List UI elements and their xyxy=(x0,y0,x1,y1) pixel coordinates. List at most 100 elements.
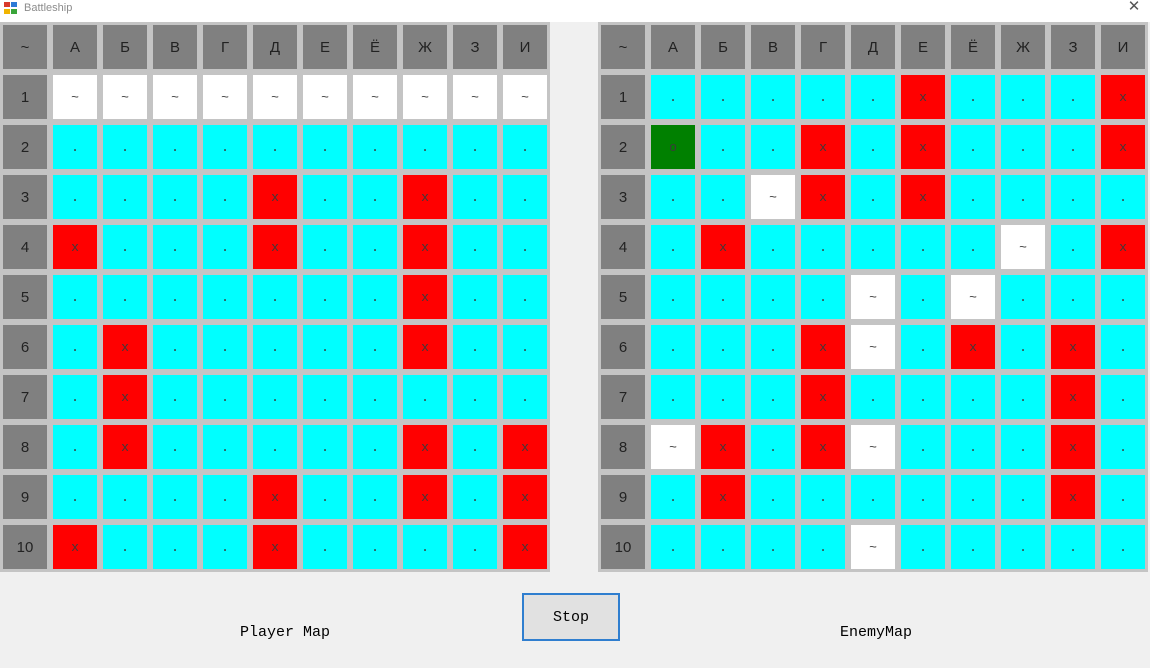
player-map-cell[interactable]: . xyxy=(200,422,250,472)
enemy-map-cell[interactable]: . xyxy=(748,272,798,322)
enemy-map-cell[interactable]: . xyxy=(1098,472,1148,522)
player-map-cell[interactable]: . xyxy=(50,272,100,322)
player-map-cell[interactable]: x xyxy=(100,372,150,422)
enemy-map-cell[interactable]: . xyxy=(648,322,698,372)
player-map-cell[interactable]: . xyxy=(150,472,200,522)
player-map-cell[interactable]: . xyxy=(200,172,250,222)
enemy-map-cell[interactable]: . xyxy=(998,322,1048,372)
enemy-map-cell[interactable]: . xyxy=(948,172,998,222)
enemy-map-cell[interactable]: ~ xyxy=(648,422,698,472)
player-map-cell[interactable]: x xyxy=(500,472,550,522)
player-map-cell[interactable]: . xyxy=(350,322,400,372)
enemy-map-cell[interactable]: . xyxy=(848,172,898,222)
player-map-cell[interactable]: x xyxy=(400,172,450,222)
enemy-map-cell[interactable]: . xyxy=(898,372,948,422)
player-map-cell[interactable]: x xyxy=(50,522,100,572)
enemy-map-cell[interactable]: . xyxy=(798,272,848,322)
enemy-map-cell[interactable]: x xyxy=(698,222,748,272)
player-map-cell[interactable]: x xyxy=(250,522,300,572)
player-map-cell[interactable]: ~ xyxy=(450,72,500,122)
player-map-cell[interactable]: x xyxy=(50,222,100,272)
player-map-cell[interactable]: x xyxy=(500,522,550,572)
enemy-map-cell[interactable]: . xyxy=(998,122,1048,172)
player-map-cell[interactable]: . xyxy=(100,522,150,572)
enemy-map-cell[interactable]: . xyxy=(998,372,1048,422)
player-map-cell[interactable]: . xyxy=(300,272,350,322)
enemy-map-cell[interactable]: . xyxy=(1098,422,1148,472)
player-map-cell[interactable]: . xyxy=(350,122,400,172)
player-map-cell[interactable]: . xyxy=(250,122,300,172)
enemy-map-cell[interactable]: . xyxy=(748,522,798,572)
enemy-map-cell[interactable]: x xyxy=(698,422,748,472)
player-map-cell[interactable]: . xyxy=(500,372,550,422)
enemy-map-cell[interactable]: . xyxy=(798,72,848,122)
player-map-cell[interactable]: . xyxy=(400,522,450,572)
player-map-cell[interactable]: . xyxy=(500,322,550,372)
player-map-cell[interactable]: x xyxy=(250,172,300,222)
player-map-cell[interactable]: . xyxy=(200,322,250,372)
enemy-map-cell[interactable]: . xyxy=(948,422,998,472)
player-map-cell[interactable]: . xyxy=(200,522,250,572)
player-map-cell[interactable]: . xyxy=(250,372,300,422)
player-map-cell[interactable]: . xyxy=(300,372,350,422)
enemy-map-cell[interactable]: . xyxy=(798,222,848,272)
enemy-map-cell[interactable]: . xyxy=(848,372,898,422)
enemy-map-cell[interactable]: x xyxy=(1048,422,1098,472)
player-map-cell[interactable]: . xyxy=(450,422,500,472)
player-map-cell[interactable]: . xyxy=(300,222,350,272)
player-map-cell[interactable]: ~ xyxy=(400,72,450,122)
enemy-map-cell[interactable]: . xyxy=(948,472,998,522)
player-map-cell[interactable]: . xyxy=(300,122,350,172)
player-map-cell[interactable]: x xyxy=(500,422,550,472)
enemy-map-cell[interactable]: . xyxy=(1098,372,1148,422)
enemy-map-cell[interactable]: . xyxy=(948,372,998,422)
enemy-map-cell[interactable]: . xyxy=(948,522,998,572)
player-map-cell[interactable]: x xyxy=(400,322,450,372)
player-map-cell[interactable]: x xyxy=(400,222,450,272)
enemy-map-cell[interactable]: x xyxy=(1048,372,1098,422)
enemy-map-cell[interactable]: . xyxy=(748,372,798,422)
enemy-map-cell[interactable]: . xyxy=(648,522,698,572)
player-map-cell[interactable]: . xyxy=(50,372,100,422)
player-map-cell[interactable]: . xyxy=(50,322,100,372)
enemy-map-cell[interactable]: . xyxy=(698,172,748,222)
enemy-map-cell[interactable]: . xyxy=(898,472,948,522)
player-map-cell[interactable]: . xyxy=(350,522,400,572)
enemy-map-cell[interactable]: . xyxy=(848,222,898,272)
player-map-cell[interactable]: . xyxy=(300,322,350,372)
enemy-map-cell[interactable]: . xyxy=(898,222,948,272)
player-map-cell[interactable]: ~ xyxy=(50,72,100,122)
player-map-cell[interactable]: ~ xyxy=(350,72,400,122)
enemy-map-cell[interactable]: x xyxy=(1048,322,1098,372)
player-map-cell[interactable]: . xyxy=(400,122,450,172)
enemy-map-cell[interactable]: . xyxy=(798,472,848,522)
player-map-cell[interactable]: . xyxy=(250,322,300,372)
player-map-cell[interactable]: . xyxy=(450,172,500,222)
enemy-map-cell[interactable]: . xyxy=(748,322,798,372)
player-map-cell[interactable]: . xyxy=(150,222,200,272)
player-map-cell[interactable]: . xyxy=(150,272,200,322)
player-map-cell[interactable]: . xyxy=(450,472,500,522)
player-map-cell[interactable]: . xyxy=(100,122,150,172)
enemy-map-cell[interactable]: . xyxy=(1048,222,1098,272)
enemy-map-cell[interactable]: x xyxy=(898,72,948,122)
player-map-cell[interactable]: . xyxy=(450,372,500,422)
player-map-cell[interactable]: . xyxy=(300,522,350,572)
player-map-cell[interactable]: . xyxy=(100,472,150,522)
enemy-map-cell[interactable]: x xyxy=(898,172,948,222)
enemy-map-cell[interactable]: . xyxy=(698,372,748,422)
enemy-map-cell[interactable]: x xyxy=(1098,122,1148,172)
player-map-cell[interactable]: . xyxy=(450,322,500,372)
enemy-map-cell[interactable]: . xyxy=(998,522,1048,572)
player-map-cell[interactable]: . xyxy=(200,472,250,522)
player-map-cell[interactable]: . xyxy=(350,422,400,472)
enemy-map-cell[interactable]: x xyxy=(1048,472,1098,522)
enemy-map-cell[interactable]: x xyxy=(798,422,848,472)
enemy-map-cell[interactable]: . xyxy=(698,272,748,322)
player-map-cell[interactable]: . xyxy=(300,472,350,522)
player-map-cell[interactable]: . xyxy=(200,222,250,272)
player-map-cell[interactable]: . xyxy=(500,222,550,272)
player-map-cell[interactable]: . xyxy=(200,272,250,322)
enemy-map-cell[interactable]: x xyxy=(898,122,948,172)
player-map-cell[interactable]: . xyxy=(150,172,200,222)
